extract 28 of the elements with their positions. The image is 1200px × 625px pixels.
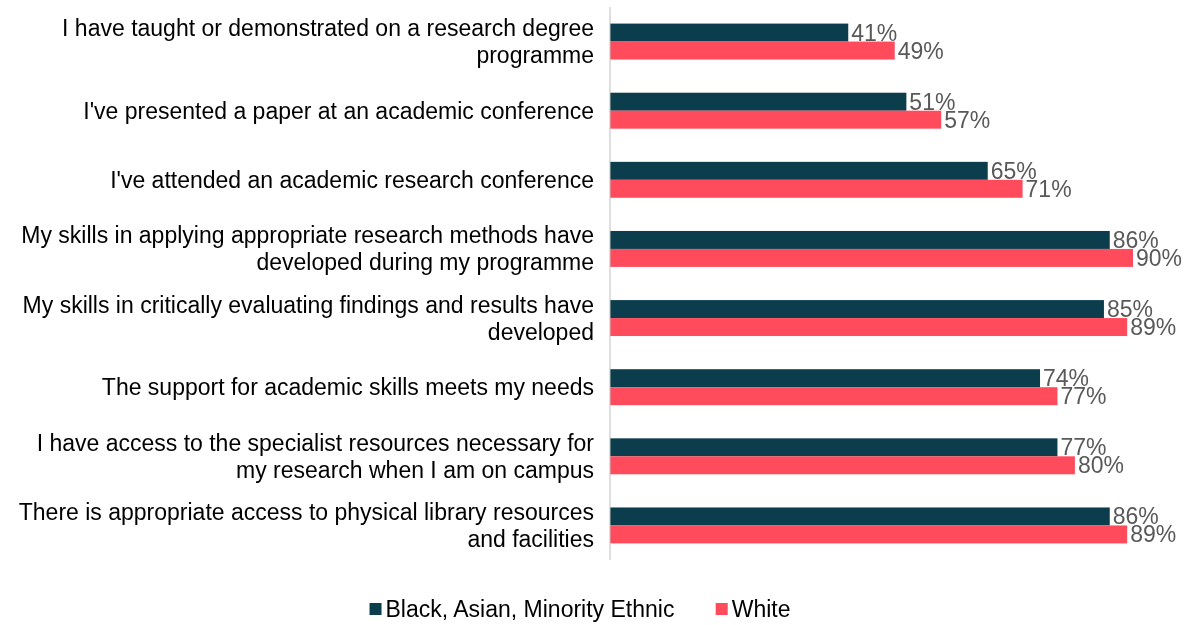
bar bbox=[610, 230, 1110, 249]
y-tick-label: The support for academic skills meets my needs bbox=[101, 374, 594, 401]
legend-label: Black, Asian, Minority Ethnic bbox=[385, 596, 675, 622]
y-tick-label: I've presented a paper at an academic conference bbox=[83, 97, 594, 124]
legend-label: White bbox=[731, 596, 791, 622]
y-tick-label: I have access to the specialist resources necessary for my research when I am on campus bbox=[36, 429, 595, 483]
bar bbox=[610, 110, 942, 129]
bar bbox=[610, 318, 1128, 337]
y-tick-label: There is appropriate access to physical library resources and facilities bbox=[18, 498, 594, 552]
bar bbox=[610, 248, 1133, 267]
bar bbox=[610, 525, 1128, 544]
bar bbox=[610, 161, 988, 180]
y-tick-label: My skills in applying appropriate research methods have developed during my programme bbox=[21, 222, 594, 276]
data-label: 41% bbox=[851, 19, 898, 46]
bar bbox=[610, 92, 907, 111]
bar bbox=[610, 438, 1058, 457]
bar bbox=[610, 456, 1075, 475]
bar bbox=[610, 387, 1058, 406]
bar bbox=[610, 369, 1041, 388]
bar bbox=[610, 300, 1104, 319]
y-tick-label: I've attended an academic research conference bbox=[110, 166, 594, 193]
y-tick-label: I have taught or demonstrated on a research degree programme bbox=[62, 15, 594, 69]
bar bbox=[610, 23, 849, 42]
y-tick-label: My skills in critically evaluating findings and results have developed bbox=[22, 291, 594, 345]
bar bbox=[610, 507, 1110, 526]
bar bbox=[610, 179, 1023, 198]
bar bbox=[610, 41, 895, 60]
data-label: 49% bbox=[897, 37, 944, 64]
